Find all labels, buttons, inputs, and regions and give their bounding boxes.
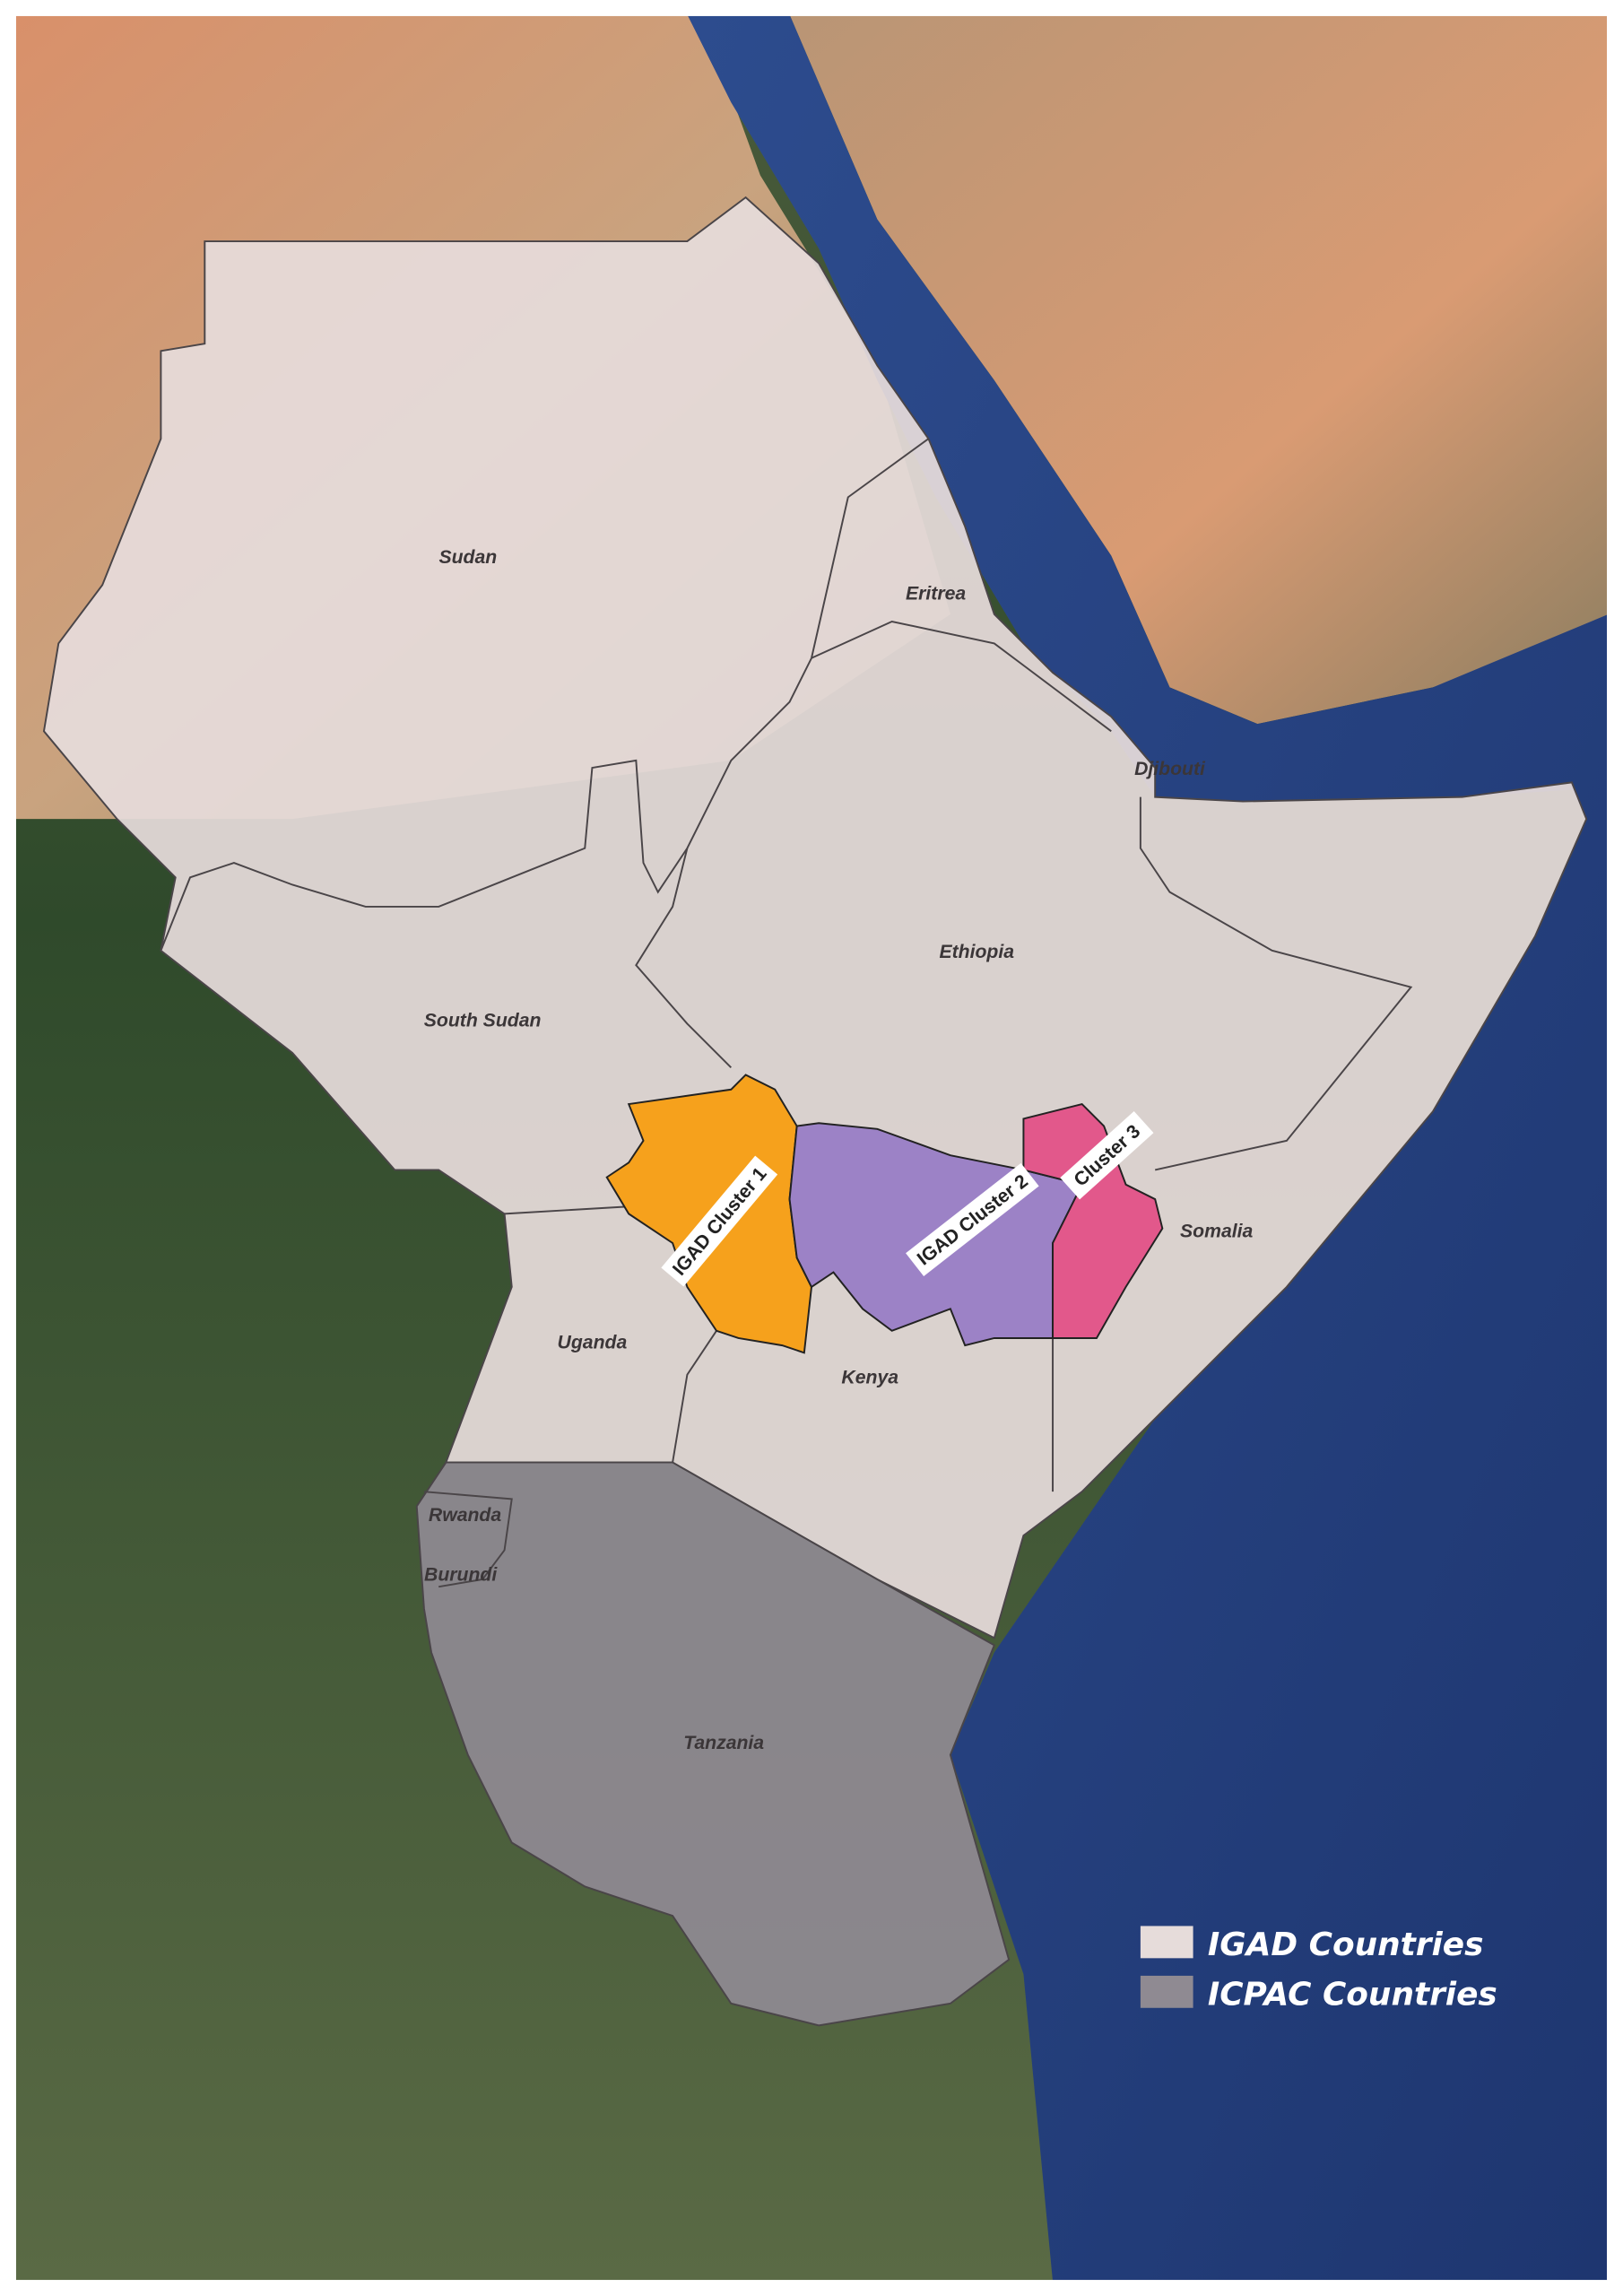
legend: IGAD Countries ICPAC Countries — [1140, 1926, 1497, 2013]
label-box — [906, 1162, 1039, 1276]
igad-region — [42, 196, 1588, 1639]
label-box — [1060, 1110, 1154, 1200]
country-label: Djibouti — [1134, 759, 1206, 779]
icpac-region — [415, 1461, 1011, 2027]
country-label: South Sudan — [424, 1011, 542, 1031]
legend-label: ICPAC Countries — [1208, 1977, 1497, 2013]
country-label: Sudan — [438, 547, 497, 568]
country-label: Uganda — [558, 1332, 628, 1352]
countries — [42, 196, 1588, 2027]
frame — [13, 13, 1610, 2283]
legend-swatch — [1140, 1926, 1193, 1959]
country-labels: Sudan Eritrea Djibouti Ethiopia South Su… — [424, 547, 1254, 1753]
label-box — [661, 1155, 778, 1287]
country-label: Somalia — [1180, 1221, 1253, 1241]
legend-swatch — [1140, 1975, 1193, 2008]
country-label: Ethiopia — [939, 942, 1014, 962]
country-label: Eritrea — [906, 584, 966, 604]
country-label: Rwanda — [429, 1505, 501, 1526]
country-label: Tanzania — [683, 1733, 764, 1753]
country-label: Burundi — [424, 1565, 498, 1586]
legend-label: IGAD Countries — [1208, 1926, 1484, 1963]
country-label: Kenya — [841, 1368, 898, 1388]
